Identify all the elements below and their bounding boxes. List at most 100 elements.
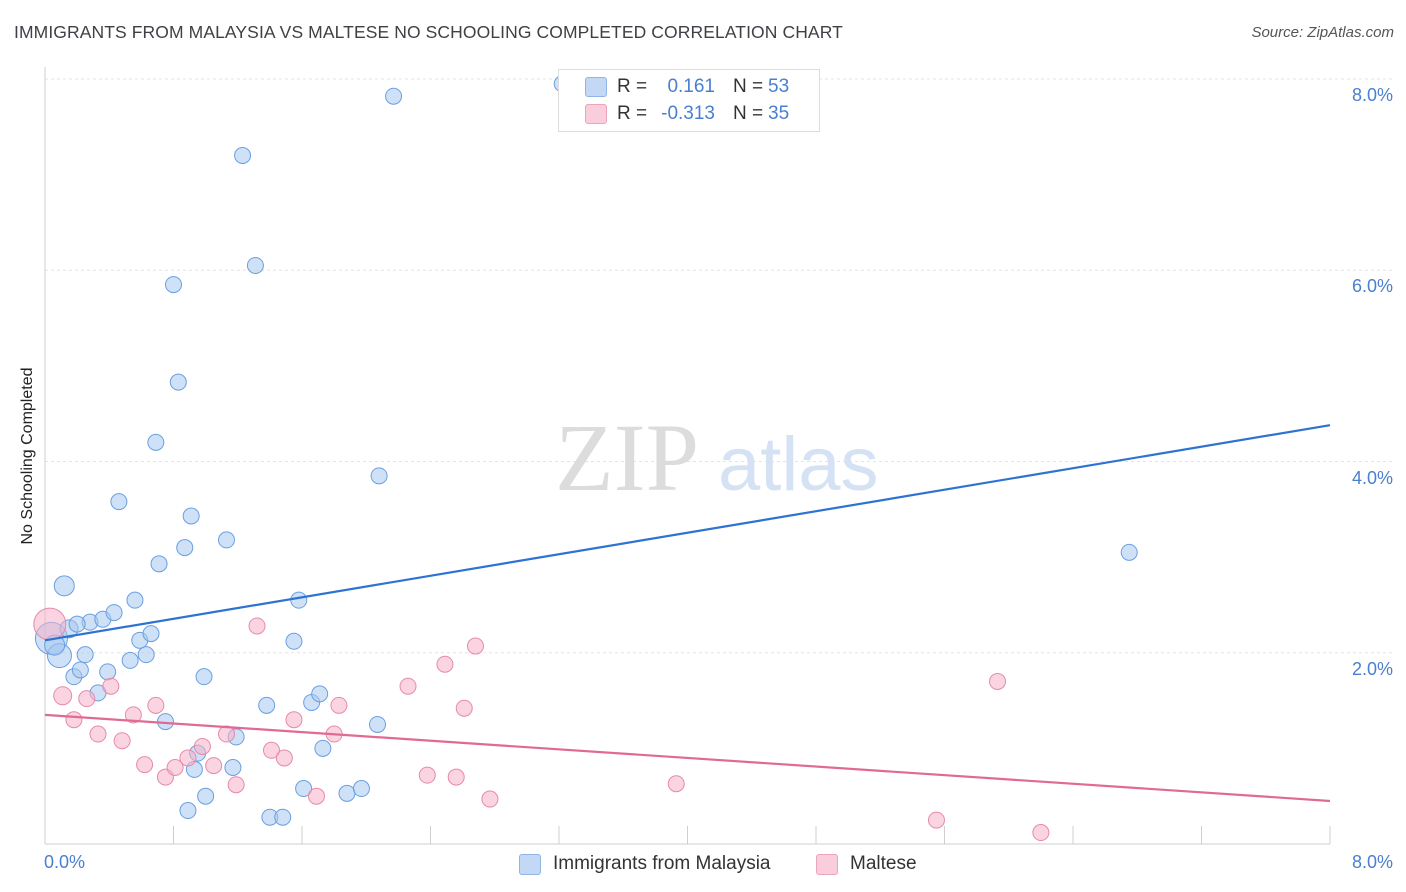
data-point: [99, 663, 117, 681]
data-point: [147, 696, 165, 714]
data-point: [466, 637, 484, 655]
data-point: [136, 756, 154, 774]
data-point: [124, 706, 142, 724]
data-point: [418, 766, 436, 784]
data-point: [78, 690, 96, 708]
data-point: [68, 615, 86, 633]
data-point: [330, 696, 348, 714]
y-tick-label: 6.0%: [1351, 276, 1393, 297]
legend-r-label: R =: [617, 76, 648, 97]
data-point: [234, 147, 252, 164]
data-point: [481, 790, 499, 808]
data-point: [989, 672, 1007, 690]
data-point: [1032, 824, 1050, 842]
bottom-legend-maltese: Maltese: [816, 852, 917, 876]
data-point: [205, 757, 223, 775]
legend-swatch-malaysia: [585, 77, 607, 97]
x-tick-label: 8.0%: [1351, 852, 1393, 872]
legend-r-label: R =: [617, 103, 648, 124]
data-point: [142, 625, 160, 643]
bottom-legend-swatch-maltese: [816, 853, 838, 875]
data-point: [447, 768, 465, 786]
legend-n-value: 53: [768, 76, 790, 97]
data-point: [295, 780, 313, 798]
trend-lines: [44, 424, 1331, 803]
data-point: [165, 276, 182, 294]
bottom-legend-malaysia: Immigrants from Malaysia: [519, 852, 771, 876]
data-points: [33, 75, 1138, 842]
legend-swatch-maltese: [585, 104, 607, 124]
data-point: [927, 811, 945, 829]
data-point: [126, 591, 144, 609]
source-credit: Source: ZipAtlas.com: [1251, 24, 1394, 41]
data-point: [147, 433, 165, 451]
data-point: [193, 737, 211, 755]
data-point: [53, 575, 75, 597]
data-point: [258, 696, 276, 714]
data-point: [65, 711, 83, 729]
data-point: [137, 646, 155, 664]
data-point: [311, 685, 329, 703]
legend-n-label: N =: [733, 76, 764, 97]
y-tick-label: 4.0%: [1351, 467, 1393, 488]
data-point: [290, 591, 308, 609]
data-point: [246, 256, 264, 274]
bottom-legend-label-malaysia: Immigrants from Malaysia: [553, 853, 771, 874]
data-point: [105, 604, 123, 622]
stats-legend: R = 0.161 N = 53 R = -0.313 N = 35: [558, 69, 820, 132]
watermark: ZIP atlas: [555, 404, 879, 511]
data-point: [113, 732, 131, 750]
data-point: [385, 87, 403, 105]
legend-r-value: 0.161: [667, 76, 715, 97]
data-point: [182, 507, 200, 525]
data-point: [338, 784, 356, 802]
data-point: [76, 646, 94, 664]
bottom-legend-label-maltese: Maltese: [850, 853, 917, 874]
data-point: [71, 661, 89, 679]
data-point: [33, 607, 67, 641]
data-point: [455, 699, 473, 717]
data-point: [285, 632, 303, 650]
data-point: [110, 493, 128, 511]
data-point: [1120, 543, 1138, 561]
data-point: [368, 715, 386, 733]
watermark-zip: ZIP: [555, 404, 699, 511]
data-point: [399, 677, 417, 695]
data-point: [53, 686, 73, 706]
data-point: [195, 668, 213, 686]
data-point: [667, 775, 685, 793]
bottom-legend-swatch-malaysia: [519, 853, 541, 875]
watermark-atlas: atlas: [718, 422, 879, 507]
data-point: [248, 617, 266, 635]
data-point: [218, 531, 236, 549]
y-tick-label: 2.0%: [1351, 658, 1393, 679]
data-point: [89, 725, 107, 743]
legend-n-label: N =: [733, 103, 764, 124]
data-point: [224, 759, 242, 776]
data-point: [169, 373, 187, 391]
data-point: [166, 759, 184, 776]
legend-r-value: -0.313: [661, 103, 715, 124]
data-point: [102, 677, 120, 695]
data-point: [314, 739, 332, 757]
trend-line: [44, 713, 1331, 803]
trend-line: [44, 424, 1331, 642]
data-point: [179, 802, 197, 820]
legend-n-value: 35: [768, 103, 790, 124]
data-point: [121, 651, 139, 669]
data-point: [227, 776, 245, 794]
y-tick-label: 8.0%: [1351, 85, 1393, 105]
data-point: [275, 749, 293, 767]
data-point: [176, 539, 194, 557]
data-point: [370, 467, 388, 485]
data-point: [436, 655, 454, 673]
data-point: [285, 711, 303, 729]
data-point: [179, 749, 197, 767]
data-point: [150, 555, 168, 573]
grid-lines: [45, 78, 1392, 654]
x-tick-label: 0.0%: [44, 852, 86, 872]
data-point: [262, 741, 280, 759]
data-point: [274, 808, 292, 826]
data-point: [352, 780, 370, 798]
